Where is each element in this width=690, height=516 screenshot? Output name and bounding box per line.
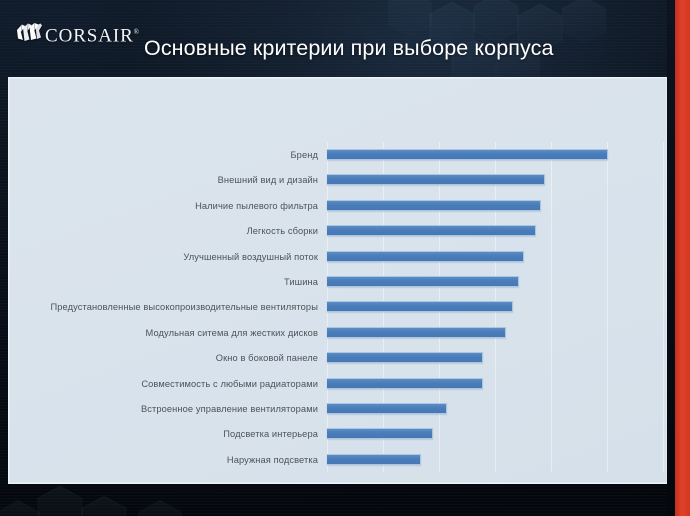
bar: [327, 276, 519, 287]
bar: [327, 225, 537, 237]
bar: [327, 174, 546, 186]
category-label: Внешний вид и дизайн: [217, 175, 318, 186]
category-label: Окно в боковой панеле: [215, 353, 318, 364]
bar-row: Окно в боковой панеле: [216, 345, 663, 370]
brand-trademark: ®: [133, 28, 139, 36]
slide-header: CORSAIR® Основные критерии при выборе ко…: [0, 0, 675, 77]
bar-row: Предустановленные высокопроизводительные…: [50, 294, 663, 319]
bar: [327, 199, 541, 211]
bar-row: Наружная подсветка: [227, 447, 663, 472]
bar-chart-plot-area: Бренд Внешний вид и дизайн Наличие пылевог…: [50, 142, 664, 472]
bar: [327, 403, 447, 414]
bar: [327, 301, 513, 313]
category-label: Улучшенный воздушный поток: [183, 251, 318, 262]
bar-row: Легкость сборки: [247, 218, 663, 243]
accent-gap: [667, 0, 675, 516]
bar: [327, 377, 483, 389]
bar: [327, 352, 483, 364]
brand-name: CORSAIR: [45, 25, 134, 47]
bar-row: Модульная ситема для жестких дисков: [146, 320, 663, 345]
category-label: Предустановленные высокопроизводительные…: [50, 302, 318, 313]
category-label: Встроенное управление вентиляторами: [140, 404, 318, 414]
category-label: Наружная подсветка: [226, 454, 318, 465]
corsair-sails-logo-icon: [17, 23, 42, 42]
bar: [327, 149, 609, 160]
bar-row: Внешний вид и дизайн: [218, 167, 663, 192]
corsair-wordmark: CORSAIR®: [45, 23, 139, 45]
category-label: Наличие пылевого фильтра: [195, 200, 318, 211]
category-label: Совместимость с любыми радиаторами: [141, 378, 318, 389]
slide-title: Основные критерии при выборе корпуса: [144, 36, 554, 60]
accent-stripe: [675, 0, 690, 516]
corsair-logo: CORSAIR®: [16, 22, 139, 45]
bar: [327, 326, 507, 338]
category-label: Подсветка интерьера: [223, 429, 318, 440]
bar-row: Совместимость с любыми радиаторами: [141, 371, 663, 396]
chart-panel: Бренд Внешний вид и дизайн Наличие пылевог…: [8, 77, 668, 484]
gridline: [607, 142, 608, 472]
bar: [327, 453, 422, 465]
accent-stripe-inner: [675, 0, 690, 516]
bar-row: Наличие пылевого фильтра: [195, 193, 663, 218]
category-label: Модульная ситема для жестких дисков: [145, 327, 318, 338]
category-label: Тишина: [283, 277, 318, 287]
bar: [327, 250, 525, 262]
gridline: [551, 142, 552, 472]
bar-row: Улучшенный воздушный поток: [183, 244, 663, 269]
gridline: [663, 142, 664, 472]
bar-row: Тишина: [284, 269, 663, 294]
category-label: Легкость сборки: [246, 226, 318, 237]
bar-row: Подсветка интерьера: [223, 421, 663, 446]
bar-row: Встроенное управление вентиляторами: [141, 396, 663, 421]
bar-row: Бренд: [290, 142, 663, 167]
bar: [327, 428, 434, 440]
category-label: Бренд: [290, 150, 318, 160]
